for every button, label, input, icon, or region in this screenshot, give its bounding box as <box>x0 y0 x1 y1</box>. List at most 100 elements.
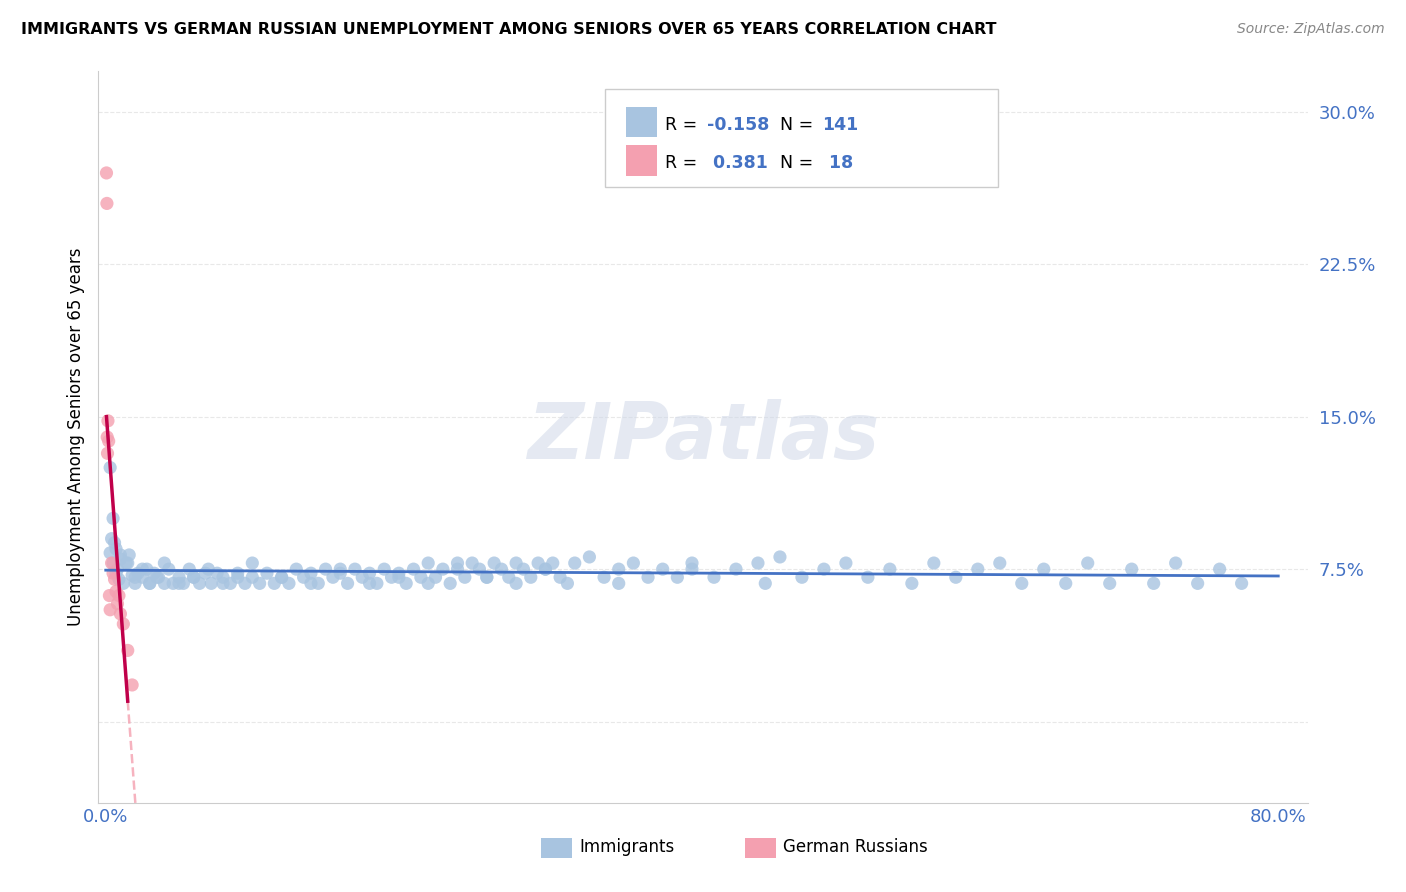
Point <box>454 570 477 584</box>
Point <box>263 576 285 591</box>
Point <box>432 562 454 576</box>
Point <box>103 572 125 586</box>
Point <box>322 570 344 584</box>
Point <box>418 556 440 570</box>
Point <box>121 678 143 692</box>
Text: 18: 18 <box>823 154 853 172</box>
Point <box>747 556 769 570</box>
Point <box>307 576 329 591</box>
Point <box>607 576 630 591</box>
Point <box>105 584 128 599</box>
Point <box>97 434 120 449</box>
Point <box>557 576 579 591</box>
Point <box>637 570 659 584</box>
Point <box>813 562 835 576</box>
Point <box>681 562 703 576</box>
Point <box>107 597 129 611</box>
Point <box>108 589 131 603</box>
Point <box>548 570 571 584</box>
Point <box>491 562 513 576</box>
Point <box>1187 576 1209 591</box>
Point <box>402 562 425 576</box>
Point <box>157 562 180 576</box>
Point <box>172 576 194 591</box>
Point <box>945 570 967 584</box>
Point <box>409 570 432 584</box>
Point <box>124 576 146 591</box>
Point <box>103 535 125 549</box>
Point <box>101 566 124 581</box>
Point <box>534 562 557 576</box>
Point <box>769 549 792 564</box>
Point <box>1143 576 1166 591</box>
Point <box>359 566 381 581</box>
Point <box>105 566 128 581</box>
Point <box>966 562 988 576</box>
Point <box>183 570 205 584</box>
Point <box>97 414 120 428</box>
Point <box>299 566 322 581</box>
Text: German Russians: German Russians <box>783 838 928 856</box>
Point <box>162 576 184 591</box>
Point <box>315 562 337 576</box>
Point <box>439 576 461 591</box>
Point <box>498 570 520 584</box>
Point <box>219 576 242 591</box>
Point <box>446 562 468 576</box>
Point <box>138 576 160 591</box>
Point <box>240 556 263 570</box>
Point <box>724 562 747 576</box>
Text: Immigrants: Immigrants <box>579 838 675 856</box>
Point <box>1011 576 1033 591</box>
Point <box>179 562 201 576</box>
Point <box>167 570 190 584</box>
Text: ZIPatlas: ZIPatlas <box>527 399 879 475</box>
Point <box>270 570 292 584</box>
Point <box>146 570 169 584</box>
Point <box>256 566 278 581</box>
Point <box>343 562 366 576</box>
Point <box>388 570 411 584</box>
Point <box>666 570 689 584</box>
Point <box>380 570 402 584</box>
Text: N =: N = <box>780 116 820 134</box>
Point <box>110 548 132 562</box>
Point <box>292 570 315 584</box>
Point <box>124 570 146 584</box>
Point <box>468 562 491 576</box>
Point <box>1077 556 1099 570</box>
Point <box>183 570 205 584</box>
Point <box>754 576 776 591</box>
Text: 141: 141 <box>823 116 859 134</box>
Point <box>475 570 498 584</box>
Point <box>1208 562 1230 576</box>
Point <box>200 576 222 591</box>
Point <box>856 570 879 584</box>
Point <box>285 562 308 576</box>
Point <box>212 570 235 584</box>
Point <box>607 562 630 576</box>
Point <box>703 570 725 584</box>
Point <box>482 556 505 570</box>
Point <box>197 562 219 576</box>
Point <box>879 562 901 576</box>
Point <box>212 576 235 591</box>
Point <box>148 570 170 584</box>
Point <box>901 576 924 591</box>
Point <box>135 562 157 576</box>
Point <box>105 541 128 556</box>
Point <box>520 570 543 584</box>
Point <box>98 603 121 617</box>
Point <box>188 576 211 591</box>
Point <box>329 566 352 581</box>
Point <box>373 562 395 576</box>
Point <box>101 511 124 525</box>
Point <box>336 576 359 591</box>
Point <box>505 556 527 570</box>
Point <box>461 556 484 570</box>
Text: Source: ZipAtlas.com: Source: ZipAtlas.com <box>1237 22 1385 37</box>
Point <box>651 562 673 576</box>
Point <box>527 556 550 570</box>
Point <box>110 552 132 566</box>
Point <box>118 548 141 562</box>
